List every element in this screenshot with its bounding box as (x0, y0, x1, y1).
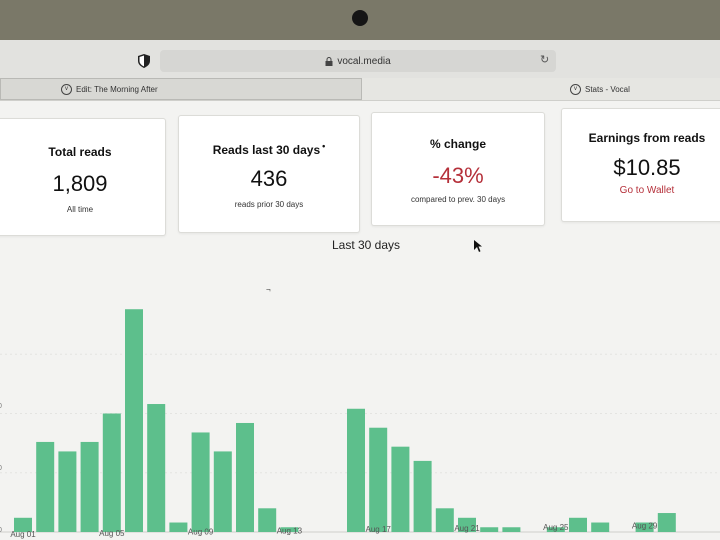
y-tick-label: 0 (0, 527, 2, 534)
chart-bar[interactable] (58, 451, 77, 532)
x-tick-label: Aug 21 (454, 524, 480, 533)
chart-bar[interactable] (569, 517, 587, 532)
total-reads-value: 1,809 (52, 171, 108, 196)
chart-bar[interactable] (236, 422, 254, 532)
chart-bar[interactable] (391, 446, 410, 532)
chart-bar[interactable] (14, 517, 32, 532)
card-title: Reads last 30 days • (179, 141, 359, 157)
shield-icon[interactable] (138, 54, 150, 68)
card-subtitle: reads prior 30 days (234, 200, 304, 209)
chart-bar[interactable] (36, 441, 55, 532)
chart-annotation: ¬ (266, 285, 271, 294)
chart-bar[interactable] (657, 513, 676, 532)
y-tick-label: 0 (0, 403, 2, 410)
card-title: % change (429, 137, 486, 151)
chart-bar[interactable] (369, 427, 388, 532)
chart-bar[interactable] (591, 522, 610, 532)
x-tick-label: Aug 17 (366, 525, 392, 534)
lock-icon (325, 56, 333, 66)
chart-bar[interactable] (546, 527, 565, 532)
card-percent-change: % change -43% compared to prev. 30 days (371, 112, 545, 226)
card-subtitle: compared to prev. 30 days (410, 195, 506, 204)
card-title: Total reads (48, 145, 112, 159)
chart-bar[interactable] (347, 408, 365, 532)
url-text: vocal.media (337, 55, 391, 67)
card-total-reads: Total reads 1,809 All time (0, 118, 166, 236)
reads-30-value: 436 (250, 166, 288, 191)
x-tick-label: Aug 01 (10, 530, 36, 539)
reads-bar-chart: 0 0 0 Aug 01 Aug 05 Aug 09 Aug 13 Aug 17 Aug 21 A… (0, 285, 720, 539)
tab-label: Edit: The Morning After (76, 84, 158, 94)
chart-bar[interactable] (147, 404, 166, 532)
y-tick-label: 0 (0, 465, 2, 472)
card-subtitle: All time (66, 205, 94, 214)
card-reads-30-days: Reads last 30 days • 436 reads prior 30 d… (178, 115, 360, 233)
chart-bar[interactable] (635, 522, 654, 532)
chart-bar[interactable] (413, 460, 432, 532)
percent-change-value: -43% (432, 163, 484, 188)
chart-bar[interactable] (480, 527, 499, 532)
reload-icon[interactable]: ↻ (540, 54, 550, 66)
chart-bar[interactable] (191, 432, 210, 532)
tab-label: Stats - Vocal (585, 84, 630, 94)
chart-bar[interactable] (102, 413, 121, 533)
chart-bar[interactable] (169, 522, 188, 532)
chart-bar[interactable] (435, 508, 454, 532)
x-tick-label: Aug 29 (632, 522, 658, 531)
x-tick-label: Aug 05 (99, 529, 125, 538)
footnote-marker: • (322, 141, 326, 151)
chart-bar[interactable] (502, 527, 521, 532)
chart-bar[interactable] (280, 527, 299, 532)
tab-edit[interactable]: v Edit: The Morning After (0, 78, 362, 100)
card-title: Earnings from reads (588, 131, 706, 145)
card-title-text: Reads last 30 days (212, 143, 321, 157)
tab-stats[interactable]: v Stats - Vocal (570, 78, 710, 100)
card-earnings: Earnings from reads $10.85 Go to Wallet (561, 108, 720, 222)
chart-bar[interactable] (80, 441, 99, 532)
laptop-bezel (0, 0, 720, 46)
chart-title: Last 30 days (331, 238, 401, 252)
x-tick-label: Aug 25 (543, 523, 569, 532)
address-bar[interactable]: vocal.media (160, 50, 556, 72)
mouse-cursor-icon (474, 240, 482, 252)
x-tick-label: Aug 09 (188, 528, 214, 537)
vocal-favicon-icon: v (570, 83, 581, 95)
chart-bar[interactable] (213, 451, 232, 532)
go-to-wallet-link[interactable]: Go to Wallet (619, 185, 675, 196)
tab-strip: v Edit: The Morning After v Stats - Voca… (0, 78, 720, 101)
vocal-favicon-icon: v (61, 83, 72, 95)
x-tick-label: Aug 13 (277, 526, 303, 535)
camera-icon (352, 10, 368, 26)
screen: vocal.media ↻ v Edit: The Morning After … (0, 40, 720, 540)
chart-bar[interactable] (458, 517, 476, 532)
chart-bar[interactable] (258, 508, 277, 532)
chart-bar[interactable] (125, 309, 143, 532)
browser-toolbar: vocal.media ↻ (0, 40, 720, 78)
earnings-value: $10.85 (613, 155, 681, 180)
